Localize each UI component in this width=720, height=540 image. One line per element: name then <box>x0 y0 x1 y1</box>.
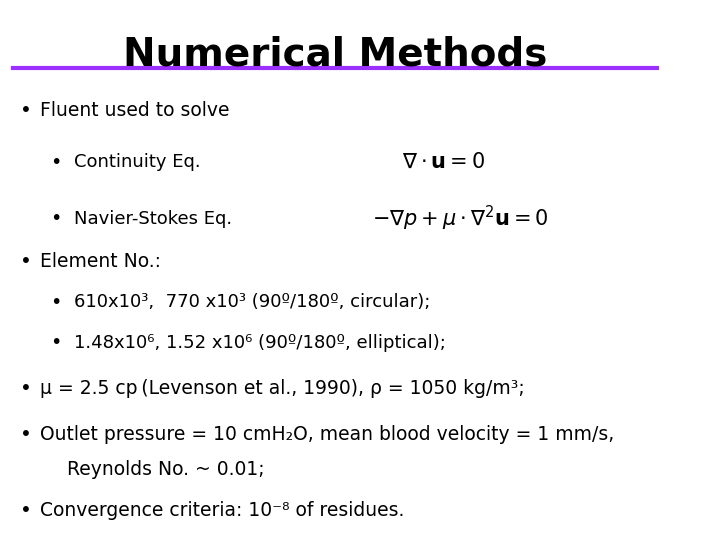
Text: 1.48x10⁶, 1.52 x10⁶ (90º/180º, elliptical);: 1.48x10⁶, 1.52 x10⁶ (90º/180º, elliptica… <box>73 334 446 352</box>
Text: Element No.:: Element No.: <box>40 252 161 272</box>
Text: Continuity Eq.: Continuity Eq. <box>73 153 200 171</box>
Text: Numerical Methods: Numerical Methods <box>123 35 547 73</box>
Text: Outlet pressure = 10 cmH₂O, mean blood velocity = 1 mm/s,: Outlet pressure = 10 cmH₂O, mean blood v… <box>40 425 614 444</box>
Text: μ = 2.5 cp (Levenson et al., 1990), ρ = 1050 kg/m³;: μ = 2.5 cp (Levenson et al., 1990), ρ = … <box>40 379 525 399</box>
Text: $-\nabla p + \mu \cdot \nabla^2 \mathbf{u} = 0$: $-\nabla p + \mu \cdot \nabla^2 \mathbf{… <box>372 204 549 233</box>
Text: Reynolds No. ~ 0.01;: Reynolds No. ~ 0.01; <box>67 460 265 480</box>
Text: Navier-Stokes Eq.: Navier-Stokes Eq. <box>73 210 232 228</box>
Text: •: • <box>50 293 62 312</box>
Text: •: • <box>20 379 32 399</box>
Text: •: • <box>20 425 32 444</box>
Text: •: • <box>20 252 32 272</box>
Text: •: • <box>20 501 32 520</box>
Text: •: • <box>20 101 32 120</box>
Text: Convergence criteria: 10⁻⁸ of residues.: Convergence criteria: 10⁻⁸ of residues. <box>40 501 405 520</box>
Text: •: • <box>50 152 62 172</box>
Text: $\nabla \cdot \mathbf{u} = 0$: $\nabla \cdot \mathbf{u} = 0$ <box>402 152 485 172</box>
Text: •: • <box>50 209 62 228</box>
Text: •: • <box>50 333 62 353</box>
Text: Fluent used to solve: Fluent used to solve <box>40 101 230 120</box>
Text: 610x10³,  770 x10³ (90º/180º, circular);: 610x10³, 770 x10³ (90º/180º, circular); <box>73 293 430 312</box>
